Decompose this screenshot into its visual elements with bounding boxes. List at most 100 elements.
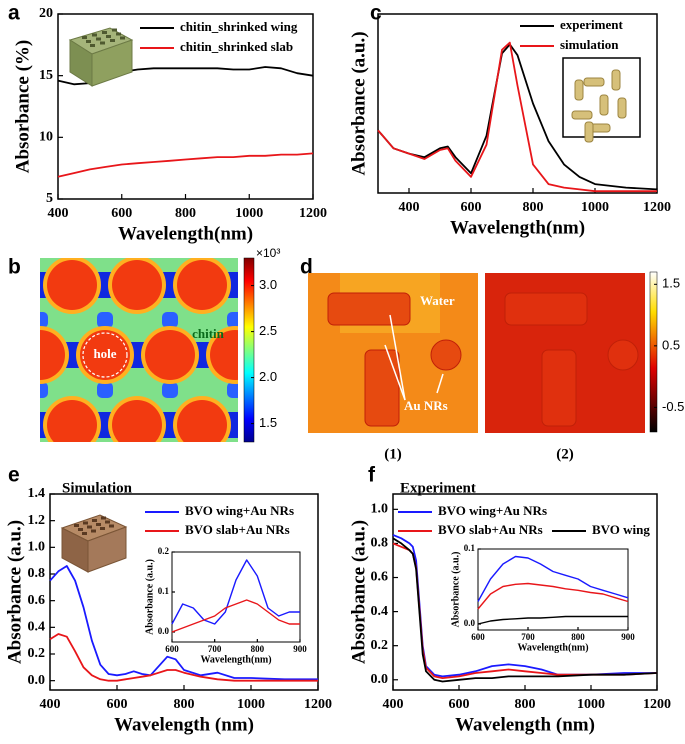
y-tick-label: 1.0 [28, 540, 46, 555]
icon-hole [101, 516, 106, 520]
icon-rod [583, 77, 605, 87]
legend-label: simulation [560, 37, 619, 52]
field-low [227, 452, 243, 468]
field-high [47, 400, 97, 442]
y-axis-label: Absorbance (a.u.) [450, 552, 461, 628]
icon-rod [611, 69, 621, 91]
x-tick-label: 400 [40, 697, 61, 712]
field-low [40, 312, 48, 328]
field-high [145, 330, 195, 380]
field-low [97, 452, 113, 468]
field-high [47, 260, 97, 310]
arrow [389, 314, 406, 401]
icon-hole [92, 33, 97, 37]
icon-hole [86, 40, 91, 43]
y-tick-label: 0.6 [28, 593, 46, 608]
icon-hole [78, 528, 83, 531]
subplot-label: (1) [384, 446, 402, 462]
field-low [40, 382, 48, 398]
icon-rod [599, 94, 609, 116]
annotation: Water [420, 293, 455, 308]
x-tick-label: 600 [461, 200, 482, 215]
field-low [32, 242, 48, 258]
hole-outline [82, 332, 128, 378]
legend-label: chitin_shrinked slab [180, 39, 293, 54]
decoration-icon [68, 27, 134, 87]
field-low [292, 382, 308, 398]
field-map [485, 273, 645, 433]
field-high [112, 400, 162, 442]
y-tick-label: 0.0 [371, 672, 389, 687]
icon-hole [106, 35, 111, 38]
y-tick-label: 1.2 [28, 513, 46, 528]
field-high [210, 330, 238, 380]
icon-hole [74, 524, 79, 527]
colorbar [649, 271, 658, 433]
subplot-label: (2) [556, 446, 574, 462]
colorbar-tick-label: 2.5 [259, 323, 277, 338]
icon-rod [617, 97, 627, 119]
x-tick-label: 1200 [643, 200, 671, 215]
colorbar-tick-label: 2.0 [259, 369, 277, 384]
field-low [32, 452, 48, 468]
legend-label: experiment [560, 17, 623, 32]
x-tick-label: 1200 [643, 697, 671, 712]
icon-hole [82, 36, 87, 39]
x-axis-label: Wavelength(nm) [450, 217, 585, 238]
annotation: Au NRs [404, 398, 448, 413]
field-high [112, 260, 162, 310]
x-axis-label: Wavelength(nm) [200, 654, 271, 665]
field-high [177, 400, 227, 442]
data-line [477, 555, 629, 602]
x-tick-label: 800 [515, 697, 536, 712]
icon-hole [109, 524, 114, 528]
plot-frame [377, 13, 658, 194]
arrow [384, 344, 406, 401]
field-low [97, 382, 113, 398]
field-low [227, 382, 238, 398]
nanorod [364, 349, 400, 427]
legend-label: BVO wing [592, 522, 650, 537]
y-tick-label: 1.0 [371, 502, 389, 517]
panel-title: Experiment [400, 480, 476, 496]
x-tick-label: 1000 [577, 697, 605, 712]
colorbar-tick-label: 3.0 [259, 277, 277, 292]
icon-hole [105, 520, 110, 524]
arrow [436, 373, 444, 394]
data-line [377, 41, 657, 193]
field-low [254, 342, 280, 368]
data-line [171, 599, 300, 633]
x-tick-label: 600 [471, 632, 485, 642]
icon-hole [96, 523, 101, 526]
colorbar-tick-label: -0.5 [662, 399, 684, 414]
field-low [227, 242, 243, 258]
decoration-icon [60, 514, 128, 573]
colorbar-tick-label: 1.5 [259, 415, 277, 430]
icon-hole [102, 31, 107, 34]
x-tick-label: 600 [449, 697, 470, 712]
y-axis-label: Absorbance (%) [12, 40, 33, 174]
panel-label: a [8, 2, 20, 25]
icon-hole [112, 28, 117, 32]
data-line [392, 537, 658, 683]
x-tick-label: 1200 [299, 206, 327, 221]
panel-label: c [370, 2, 382, 25]
panel-label: b [8, 256, 21, 279]
field-low [162, 242, 178, 258]
icon-hole [100, 41, 105, 45]
data-line [477, 582, 629, 610]
x-tick-label: 1200 [304, 697, 332, 712]
plot-frame [171, 551, 301, 643]
x-axis-label: Wavelength(nm) [118, 223, 253, 244]
field-low [162, 452, 178, 468]
y-tick-label: 15 [39, 68, 53, 83]
y-tick-label: 0.1 [464, 543, 476, 553]
icon-hole [87, 525, 92, 529]
x-tick-label: 600 [107, 697, 128, 712]
y-tick-label: 1.4 [28, 486, 46, 501]
x-tick-label: 900 [621, 632, 635, 642]
annotation: hole [93, 346, 116, 361]
x-tick-label: 800 [251, 644, 265, 654]
field-low [97, 312, 113, 328]
